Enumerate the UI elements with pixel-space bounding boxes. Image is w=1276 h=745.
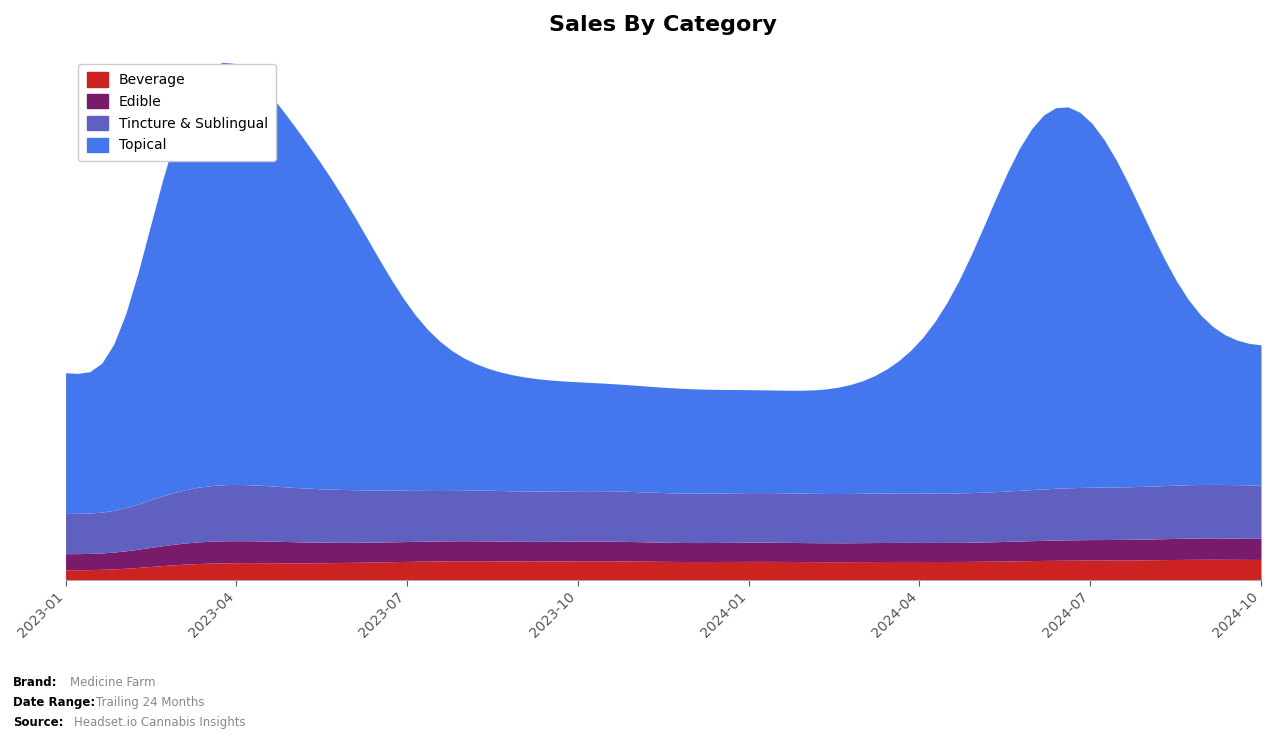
Text: Trailing 24 Months: Trailing 24 Months bbox=[96, 697, 204, 709]
Text: Source:: Source: bbox=[13, 716, 64, 729]
Title: Sales By Category: Sales By Category bbox=[550, 15, 777, 35]
Text: Medicine Farm: Medicine Farm bbox=[70, 676, 156, 689]
Legend: Beverage, Edible, Tincture & Sublingual, Topical: Beverage, Edible, Tincture & Sublingual,… bbox=[79, 64, 276, 161]
Text: Brand:: Brand: bbox=[13, 676, 57, 689]
Text: Headset.io Cannabis Insights: Headset.io Cannabis Insights bbox=[74, 716, 246, 729]
Text: Date Range:: Date Range: bbox=[13, 697, 94, 709]
